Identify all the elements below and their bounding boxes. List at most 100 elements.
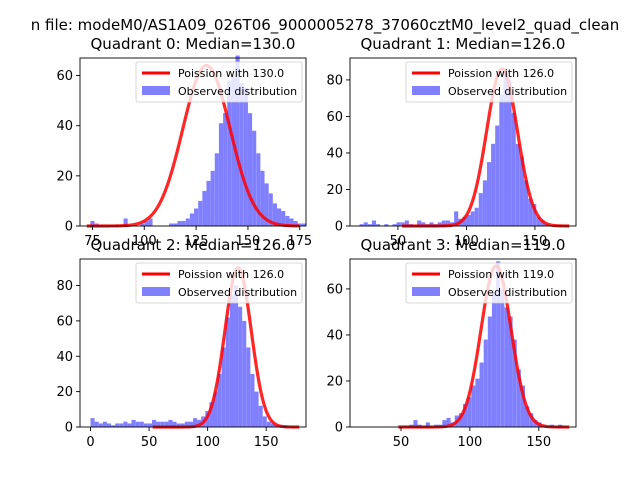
y-tick-label: 40 [326,146,343,161]
y-tick-label: 20 [326,183,343,198]
legend-box [135,61,303,103]
histogram-bar [148,218,153,226]
x-tick-label: 50 [141,435,158,450]
y-tick-label: 0 [335,220,343,235]
histogram-bar [371,220,377,226]
histogram-bar [233,285,239,427]
histogram-bar [247,113,253,226]
histogram-bar [475,378,480,427]
histogram-bar [188,421,193,427]
histogram-bar [254,391,259,427]
histogram-bar [519,156,524,226]
histogram-bar [198,200,203,226]
histogram-bar [229,294,234,427]
histogram-bar [119,423,124,427]
histogram-bar [437,222,442,226]
histogram-bar [111,425,116,427]
histogram-bar [532,204,537,226]
legend-label-observed: Observed distribution [178,286,297,299]
x-tick-label: 75 [84,234,101,249]
histogram-bar [363,222,368,226]
y-tick-label: 60 [326,282,343,297]
axes-frame [79,57,307,227]
histogram-bar [512,339,517,427]
legend-label-observed: Observed distribution [448,85,567,98]
histogram-bar [463,403,468,427]
histogram-bar [185,218,190,226]
y-tick-label: 40 [326,328,343,343]
histogram-bar [466,215,471,226]
histogram-bar [260,170,265,226]
histogram-bar [193,418,198,427]
histogram-bar [246,347,251,427]
histogram-bar [479,362,484,427]
histogram-bar [221,347,226,427]
y-tick-label: 20 [326,374,343,389]
histogram-bar [429,222,434,226]
subplot-title: Quadrant 0: Median=130.0 [91,35,296,53]
histogram-bar [500,288,505,427]
legend: Poission with 126.0 Observed distribution [405,61,573,103]
histogram-bar [376,224,381,226]
histogram-bar [180,423,185,427]
y-tick-label: 20 [56,169,73,184]
histogram-bar [491,143,496,226]
subplot-quadrant-0: 75 100 125 150 175 0 20 40 60 Poission with 130.0… [56,35,312,249]
panels-group: 75 100 125 150 175 0 20 40 60 Poission with 130.0… [56,35,577,450]
legend-bar-swatch [142,287,170,296]
histogram-bar [445,220,450,226]
x-tick-label: 50 [390,234,407,249]
histogram-bar [458,413,463,427]
histogram-bar [209,402,214,427]
histogram-bar [156,421,161,427]
y-tick-label: 60 [56,69,73,84]
histogram-bar [508,316,513,427]
x-tick-label: 100 [457,435,482,450]
histogram-bar [177,220,182,226]
histogram-bar [227,80,232,226]
histogram-bar [540,220,545,226]
histogram-bar [392,224,397,226]
histogram-bars [90,285,288,427]
histogram-bar [147,423,153,427]
y-tick-label: 60 [56,314,73,329]
histogram-bar [525,406,530,427]
histogram-bar [123,218,128,226]
histogram-bar [486,162,492,226]
histogram-bar [252,130,257,226]
histogram-bar [225,317,230,427]
histogram-bar [238,306,243,427]
histogram-bar [474,207,479,226]
axes-frame [79,258,307,428]
histogram-bar [516,369,521,427]
histogram-bar [94,421,99,427]
histogram-bar [404,220,409,226]
histogram-bar [194,208,199,226]
y-tick-label: 40 [56,119,73,134]
axes-frame [349,258,577,428]
histogram-bar [359,224,364,226]
legend-label-poisson: Poission with 119.0 [448,268,554,281]
histogram-bar [90,418,95,427]
histogram-bar [478,193,483,226]
legend-label-poisson: Poission with 126.0 [178,268,284,281]
histogram-bar [462,216,467,226]
histogram-bar [206,180,211,226]
subplot-quadrant-1: 50 100 150 0 20 40 60 80 Poission with 126.0 Obse… [326,35,577,249]
y-tick-label: 0 [335,421,343,436]
histogram-bar [123,421,128,427]
legend-box [405,262,573,304]
x-tick-label: 175 [287,234,312,249]
histogram-bar [140,223,145,226]
x-tick-label: 0 [86,435,94,450]
histogram-bar [285,215,290,226]
histogram-bar [487,316,492,427]
axes-frame [349,57,577,227]
subplot-title: Quadrant 3: Median=119.0 [361,236,566,254]
histogram-bar [491,293,497,427]
subplot-quadrant-2: 0 50 100 150 0 20 40 60 80 Poission with 126.0 Obs… [56,236,307,450]
histogram-bar [413,420,418,427]
subplot-title: Quadrant 1: Median=126.0 [361,35,566,53]
histogram-bar [482,180,487,226]
histogram-bar [528,198,533,226]
